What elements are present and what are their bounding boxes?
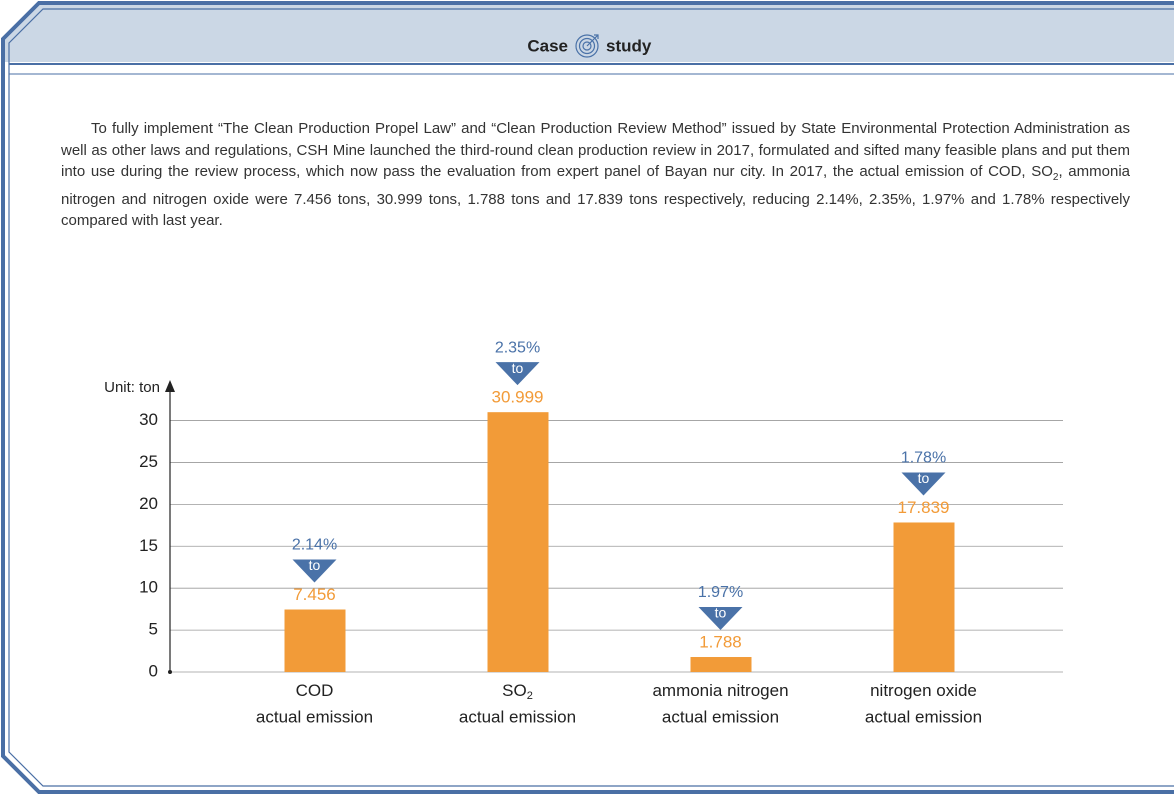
y-tick-label: 20	[139, 494, 158, 513]
category-name: SO	[502, 681, 527, 700]
reduction-arrow	[698, 607, 743, 631]
reduction-arrow	[292, 559, 337, 583]
header-title: Case	[527, 36, 568, 55]
x-tick-label: actual emission	[459, 707, 576, 726]
target-icon	[575, 34, 599, 58]
reduction-label: 1.97%	[698, 584, 743, 601]
header-title: study	[606, 36, 652, 55]
y-tick-label: 0	[149, 661, 158, 680]
subscript: 2	[1052, 172, 1059, 183]
x-tick-label: COD	[296, 681, 334, 700]
x-tick-label: nitrogen oxide	[870, 681, 977, 700]
x-tick-label: actual emission	[662, 707, 779, 726]
reduction-label: 2.35%	[495, 339, 540, 356]
arrow-label: to	[918, 470, 930, 486]
arrow-label: to	[715, 605, 727, 621]
y-tick-label: 10	[139, 578, 158, 597]
text: To fully implement “The Clean Production…	[61, 120, 1130, 180]
category-name: ammonia nitrogen	[652, 681, 788, 700]
axis-origin	[168, 670, 172, 674]
y-tick-label: 25	[139, 452, 158, 471]
bar	[893, 522, 955, 672]
arrow-label: to	[309, 557, 321, 573]
x-tick-label: actual emission	[865, 707, 982, 726]
x-tick-label: actual emission	[256, 707, 373, 726]
reduction-label: 1.78%	[901, 450, 946, 467]
reduction-label: 2.14%	[292, 537, 337, 554]
bar	[284, 609, 346, 672]
y-tick-label: 5	[149, 620, 158, 639]
value-label: 17.839	[898, 498, 950, 517]
arrow-label: to	[512, 360, 524, 376]
y-axis-arrow	[165, 380, 175, 392]
bar	[690, 657, 752, 672]
frame-inner	[8, 8, 1174, 787]
x-tick-label: ammonia nitrogen	[652, 681, 788, 700]
x-tick-label: SO2	[502, 681, 533, 701]
header-band	[5, 5, 1174, 62]
y-axis-label: Unit: ton	[104, 379, 160, 396]
value-label: 1.788	[699, 632, 742, 651]
y-tick-label: 30	[139, 410, 158, 429]
category-subscript: 2	[527, 690, 533, 702]
paragraph: To fully implement “The Clean Production…	[61, 118, 1130, 232]
category-name: nitrogen oxide	[870, 681, 977, 700]
y-tick-label: 15	[139, 536, 158, 555]
reduction-arrow	[495, 362, 540, 386]
category-name: COD	[296, 681, 334, 700]
value-label: 30.999	[492, 388, 544, 407]
reduction-arrow	[901, 472, 946, 496]
text: , ammonia nitrogen and nitrogen oxide we…	[61, 163, 1130, 229]
bar	[487, 412, 549, 672]
value-label: 7.456	[293, 585, 336, 604]
